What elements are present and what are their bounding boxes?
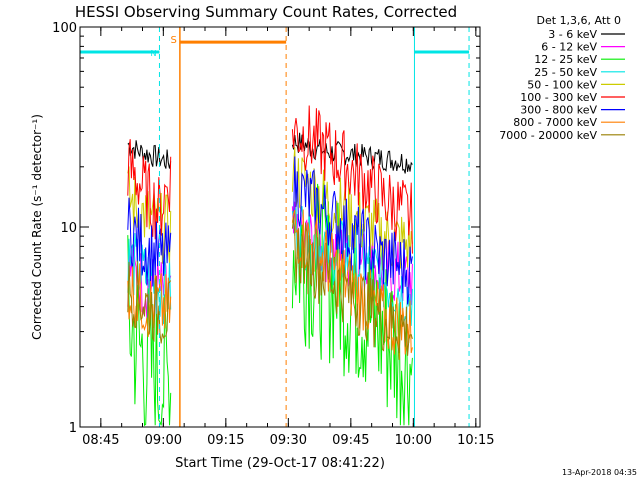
y-tick-label: 100 [52, 21, 77, 36]
series-trace-7-b [292, 156, 413, 305]
series-trace-7-a [127, 197, 172, 288]
legend-label: 12 - 25 keV [534, 53, 597, 66]
x-axis: 08:45 09:00 09:15 09:30 09:45 10:00 10:15 [79, 27, 495, 448]
series-trace-9-a [127, 260, 172, 344]
x-tick-label: 09:15 [207, 433, 244, 448]
legend-label: 100 - 300 keV [520, 91, 597, 104]
chart-title: HESSI Observing Summary Count Rates, Cor… [75, 3, 457, 21]
legend-label: 800 - 7000 keV [513, 116, 597, 129]
series-trace-6-a [127, 139, 172, 240]
y-axis: 1 10 100 [52, 21, 480, 436]
night-annotation: N [150, 49, 156, 58]
x-tick-label: 09:30 [270, 433, 307, 448]
footer-timestamp: 13-Apr-2018 04:35 [562, 468, 637, 477]
legend-label: 50 - 100 keV [527, 78, 597, 91]
legend-title: Det 1,3,6, Att 0 [537, 14, 621, 27]
x-tick-label: 09:45 [332, 433, 369, 448]
legend-label: 6 - 12 keV [541, 41, 597, 54]
y-tick-label: 10 [60, 221, 77, 236]
saa-annotation: S [171, 35, 177, 46]
x-tick-label: 09:00 [145, 433, 182, 448]
series-trace-9-b [291, 217, 413, 356]
x-tick-label: 10:00 [395, 433, 432, 448]
x-tick-label: 08:45 [82, 433, 119, 448]
legend-label: 25 - 50 keV [534, 66, 597, 79]
y-tick-label: 1 [69, 421, 77, 436]
legend-label: 300 - 800 keV [520, 104, 597, 117]
x-tick-label: 10:15 [457, 433, 494, 448]
plot-data-area [127, 105, 413, 427]
legend-label: 3 - 6 keV [548, 28, 597, 41]
x-axis-label: Start Time (29-Oct-17 08:41:22) [175, 456, 385, 471]
legend-label: 7000 - 20000 keV [499, 129, 597, 142]
series-trace-6-b [291, 105, 413, 254]
y-axis-label: Corrected Count Rate (s⁻¹ detector⁻¹) [30, 114, 44, 340]
series-trace-1-a [127, 140, 172, 169]
series-trace-4-a [127, 233, 172, 325]
